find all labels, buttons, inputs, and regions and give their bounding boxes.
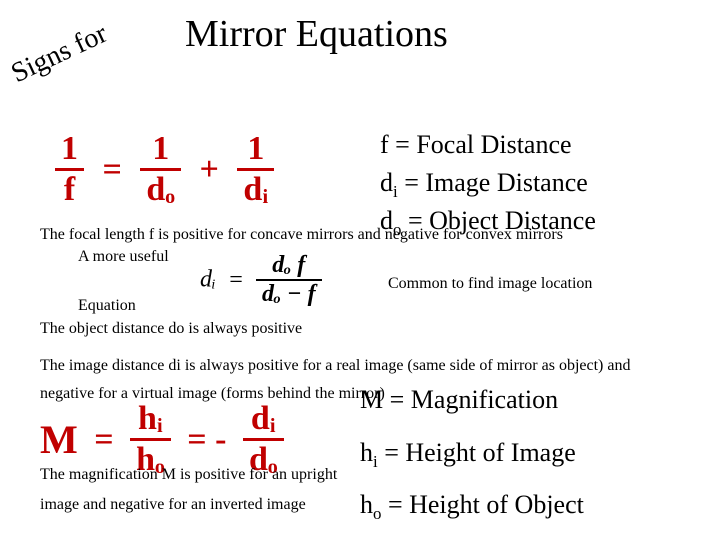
eq2-h-num: hᵢ <box>130 400 171 441</box>
rule-mag: The magnification M is positive for an u… <box>40 460 360 520</box>
signs-for-label: Signs for <box>6 18 112 90</box>
equation-word: Equation <box>78 297 136 315</box>
di-den: dₒ − f <box>256 281 322 308</box>
di-derived-equation: dᵢ = dₒ f dₒ − f <box>200 252 322 308</box>
eq1-equals: = <box>103 151 122 189</box>
eq1-r2-num: 1 <box>237 130 274 171</box>
di-lhs: dᵢ <box>200 267 216 293</box>
eq2-M: M <box>40 416 78 463</box>
page-title: Mirror Equations <box>185 12 448 56</box>
common-find: Common to find image location <box>388 275 592 293</box>
more-useful-label: A more useful <box>78 248 169 266</box>
eq1-r1-num: 1 <box>140 130 181 171</box>
eq1-plus: + <box>200 151 219 189</box>
eq2-eq1: = <box>94 421 113 459</box>
eq1-lhs-num: 1 <box>55 130 84 171</box>
eq1-r2-den: dᵢ <box>237 171 274 209</box>
eq2-negeq: = - <box>187 421 226 459</box>
eq1-r1-den: dₒ <box>140 171 181 209</box>
di-eq: = <box>228 267 244 293</box>
rule-focal: The focal length f is positive for conca… <box>40 226 700 244</box>
eq2-d-num: dᵢ <box>243 400 284 441</box>
di-num: dₒ f <box>256 252 322 281</box>
eq1-lhs-den: f <box>55 171 84 209</box>
legend-ho: ho = Height of Object <box>360 490 584 524</box>
mirror-equation-1: 1f = 1dₒ + 1dᵢ <box>55 130 274 209</box>
legend-f: f = Focal Distance <box>380 130 572 160</box>
rule-object: The object distance do is always positiv… <box>40 320 302 338</box>
legend-di: di = Image Distance <box>380 168 588 202</box>
legend-hi: hi = Height of Image <box>360 438 576 472</box>
legend-M: M = Magnification <box>360 385 558 415</box>
